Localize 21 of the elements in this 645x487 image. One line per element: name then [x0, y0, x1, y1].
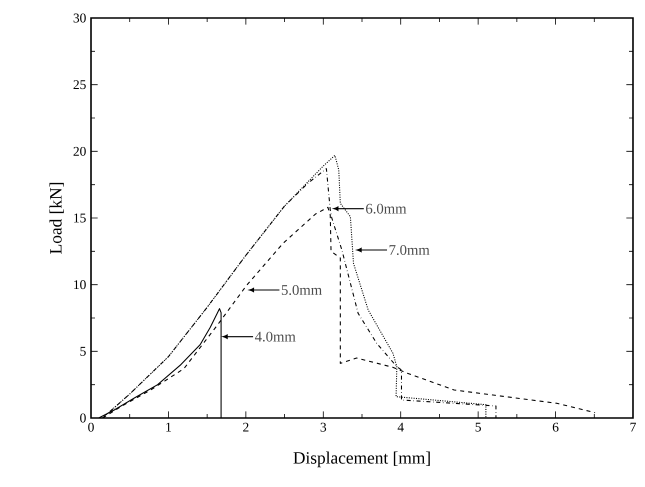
annotation: 4.0mm [254, 332, 296, 342]
y-tick-label: 10 [74, 280, 86, 290]
annotation: 7.0mm [390, 245, 430, 255]
annotation: 5.0mm [282, 285, 322, 295]
x-tick-label: 0 [88, 422, 94, 432]
x-tick-label: 1 [166, 422, 171, 432]
x-tick-label: 6 [552, 422, 559, 432]
annotation: 6.0mm [366, 204, 406, 214]
y-tick-label: 25 [74, 80, 86, 90]
y-tick-label: 0 [80, 414, 86, 422]
x-tick-label: 5 [476, 422, 481, 432]
x-axis-title: Displacement [mm] [293, 452, 430, 468]
y-tick-label: 20 [74, 146, 86, 156]
y-tick-label: 30 [74, 14, 86, 22]
x-tick-label: 3 [320, 422, 326, 432]
x-tick-label: 4 [398, 422, 404, 432]
y-tick-label: 15 [74, 214, 86, 222]
x-tick-label: 2 [243, 422, 248, 432]
x-tick-label: 7 [630, 422, 636, 432]
y-axis-title: Load [kN] [49, 182, 64, 254]
y-tick-label: 5 [80, 346, 86, 356]
